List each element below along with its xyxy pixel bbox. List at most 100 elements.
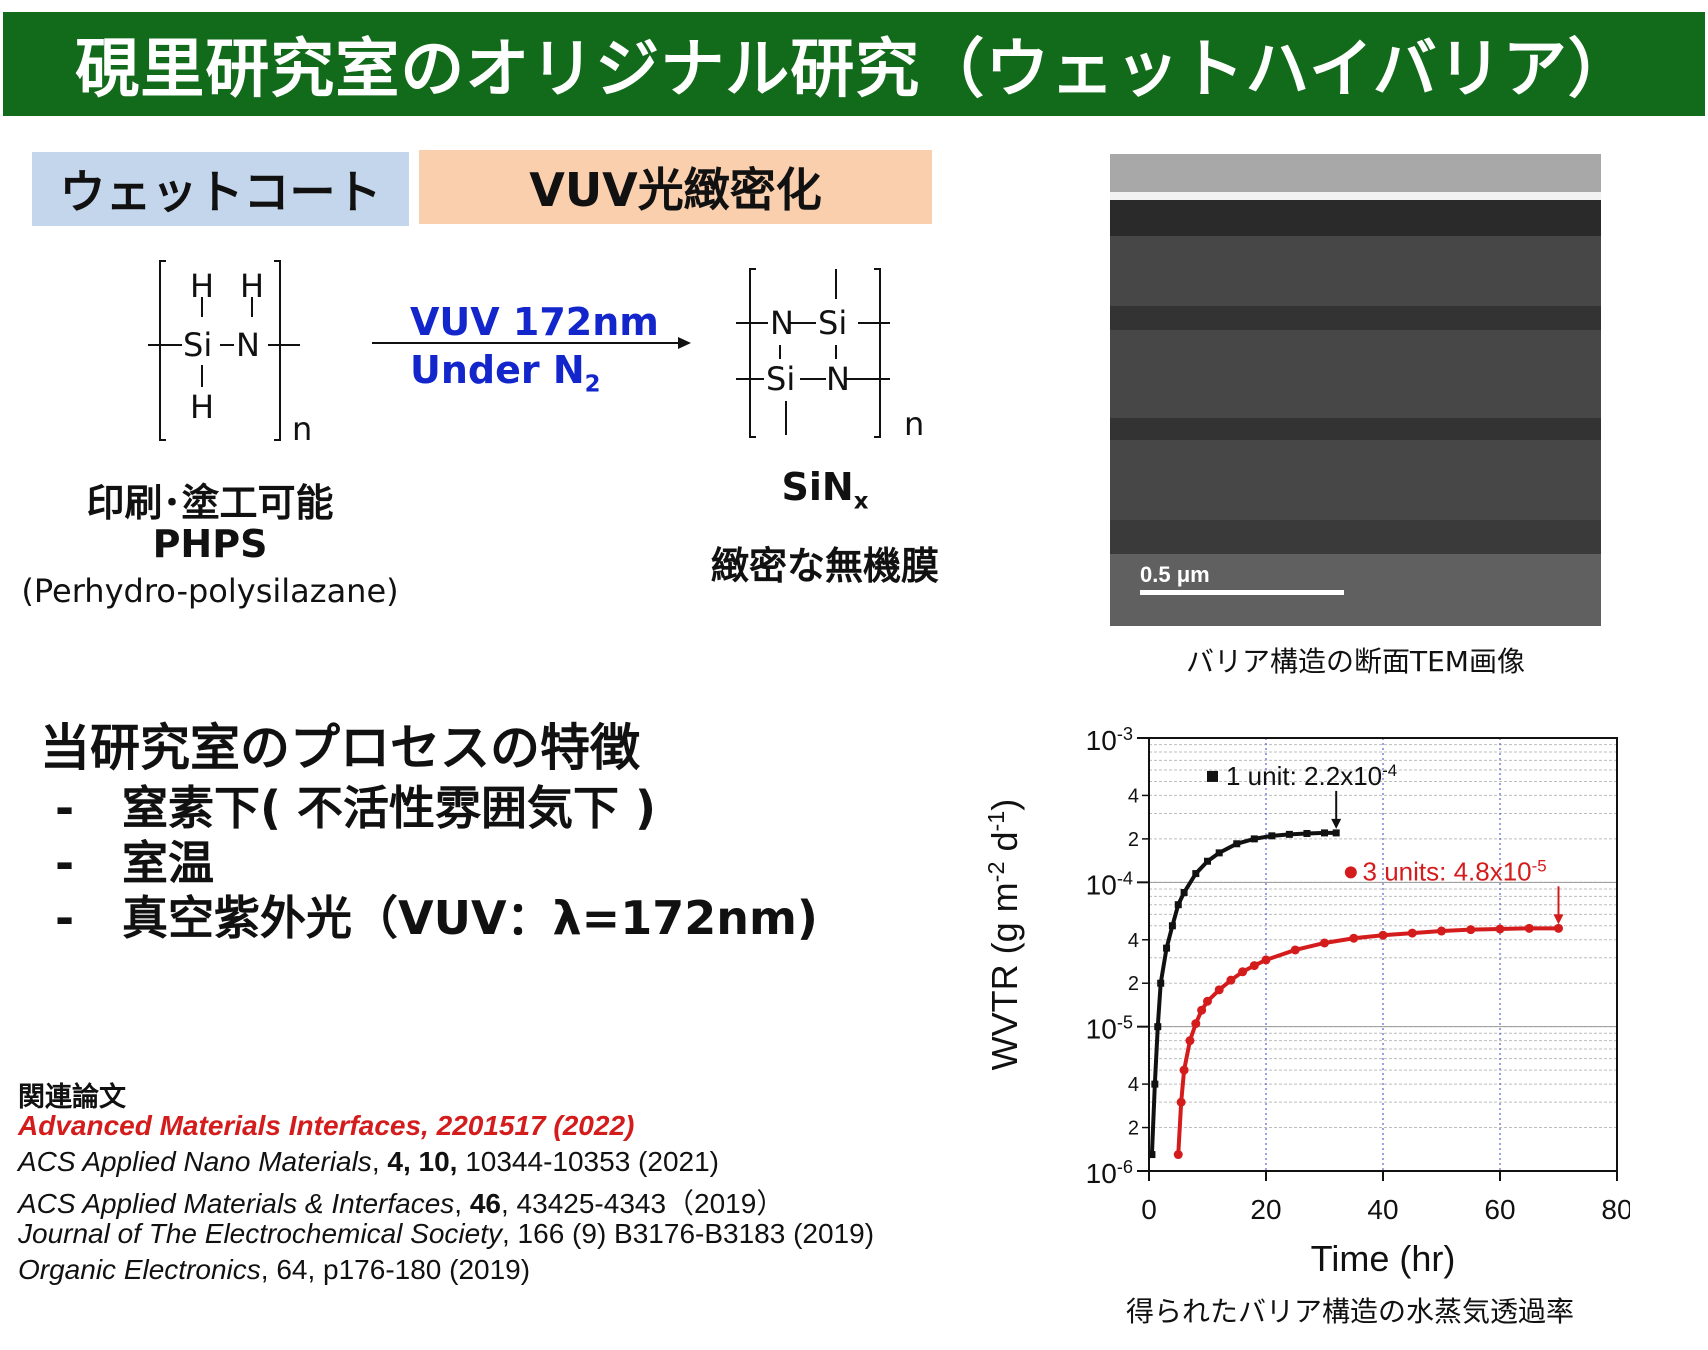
data-point	[1214, 985, 1224, 995]
feature-text: 窒素下( 不活性雰囲気下 )	[122, 781, 657, 835]
papers-heading: 関連論文	[18, 1082, 126, 1113]
paper-pages: , 64, p176-180 (2019)	[260, 1254, 531, 1285]
vuv-densification-step: VUV光緻密化	[419, 150, 932, 224]
reactant-atom-h2: H	[240, 267, 264, 305]
tem-caption: バリア構造の断面TEM画像	[1186, 645, 1525, 678]
data-point	[1179, 1065, 1189, 1075]
feature-item: - 窒素下( 不活性雰囲気下 )	[55, 772, 656, 838]
data-point	[1378, 930, 1388, 940]
title-banner: 硯里研究室のオリジナル研究（ウェットハイバリア）	[3, 12, 1705, 116]
data-point	[1437, 926, 1446, 936]
paper-pages: , 166 (9) B3176-B3183 (2019)	[502, 1218, 875, 1249]
y-decade-label: 10-6	[1086, 1157, 1133, 1189]
reactant-repeat-n: n	[292, 410, 312, 448]
reactant-atom-n: N	[236, 326, 260, 364]
condition-wavelength: VUV 172nm	[410, 300, 659, 344]
data-point	[1174, 901, 1182, 909]
reactant-atom-h1: H	[190, 267, 214, 305]
data-point	[1320, 938, 1329, 948]
phps-fullname: (Perhydro-polysilazane)	[21, 572, 399, 610]
y-decade-label: 10-4	[1086, 868, 1133, 900]
data-point	[1261, 955, 1271, 965]
y-minor-label: 2	[1128, 829, 1139, 851]
data-point	[1321, 829, 1328, 837]
wvtr-chart: 0 20 40 60 80 10-3 10-4 10-5 10-6 4 2 4 2 4 2 Time (hr)…	[985, 724, 1630, 1279]
data-point	[1185, 1036, 1195, 1046]
data-point	[1495, 924, 1505, 934]
paper-journal: ACS Applied Materials & Interfaces	[18, 1188, 455, 1219]
paper-pages: , 43425-4343（2019）	[501, 1188, 785, 1219]
series-annotation: 3 units: 4.8x10-5	[1363, 856, 1547, 887]
data-point	[1215, 849, 1223, 857]
reactant-atom-si: Si	[183, 326, 212, 364]
y-minor-label: 2	[1128, 1118, 1139, 1140]
annotation-arrowhead	[1331, 818, 1342, 829]
features-heading: 当研究室のプロセスの特徴	[40, 719, 640, 777]
y-decade-label: 10-3	[1086, 724, 1133, 756]
y-minor-label: 4	[1128, 930, 1139, 952]
wet-coat-label: ウェットコート	[59, 165, 382, 219]
product-atom-si-top: Si	[818, 304, 847, 342]
data-point	[1154, 1023, 1162, 1031]
x-tick-label: 0	[1141, 1194, 1157, 1225]
y-axis-title: WVTR (g m-2 d-1)	[985, 799, 1025, 1071]
data-point	[1192, 870, 1200, 878]
series-annotation: 1 unit: 2.2x10-4	[1226, 760, 1397, 791]
scale-bar	[1140, 590, 1344, 595]
product-atom-si-bottom: Si	[766, 360, 795, 398]
feature-item: - 真空紫外光（VUV：λ=172nm)	[55, 882, 818, 948]
data-point	[1163, 944, 1171, 952]
data-point	[1157, 979, 1165, 987]
feature-text: 室温	[122, 836, 214, 890]
paper-pages: 10344-10353 (2021)	[457, 1146, 719, 1177]
data-point	[1173, 1150, 1183, 1160]
chart-caption: 得られたバリア構造の水蒸気透過率	[1125, 1295, 1574, 1328]
data-point	[1285, 830, 1293, 838]
product-atom-n-top: N	[770, 304, 794, 342]
data-point	[1191, 1019, 1201, 1029]
x-tick-label: 40	[1367, 1194, 1398, 1225]
annotation-arrowhead	[1553, 914, 1564, 925]
reactant-left-bracket	[159, 260, 166, 441]
reaction-scheme: H H Si N H n N Si Si N n	[148, 260, 924, 448]
paper-journal: ACS Applied Nano Materials	[18, 1146, 372, 1177]
paper-journal: Journal of The Electrochemical Society	[18, 1218, 502, 1249]
wet-coat-step: ウェットコート	[32, 152, 409, 226]
condition-atmosphere-text: Under N	[410, 348, 585, 392]
page-title: 硯里研究室のオリジナル研究（ウェットハイバリア）	[75, 33, 1633, 107]
paper-volume: 4, 10,	[387, 1146, 458, 1177]
printable-label: 印刷･塗工可能	[86, 481, 334, 525]
data-point	[1238, 967, 1248, 977]
reactant-atom-h3: H	[190, 388, 214, 426]
data-point	[1168, 922, 1176, 930]
paper-entry: ACS Applied Nano Materials, 4, 10, 10344…	[18, 1146, 719, 1178]
data-point	[1466, 925, 1476, 935]
paper-volume: 46	[469, 1188, 501, 1219]
tem-image: 0.5 μm	[1110, 154, 1601, 626]
data-point	[1226, 975, 1236, 985]
paper-entry: Journal of The Electrochemical Society, …	[18, 1218, 874, 1250]
legend-marker	[1344, 866, 1357, 879]
condition-atmosphere-subscript: 2	[584, 371, 601, 398]
data-point	[1407, 928, 1417, 938]
x-tick-label: 60	[1484, 1194, 1515, 1225]
tem-layers: 0.5 μm	[1110, 154, 1601, 626]
product-right-bracket	[874, 268, 881, 438]
sinx-formula-subscript: x	[853, 488, 869, 515]
y-minor-label: 4	[1128, 1074, 1139, 1096]
paper-separator: ,	[371, 1146, 388, 1177]
product-atom-n-bottom: N	[826, 360, 850, 398]
y-minor-label: 4	[1128, 785, 1139, 807]
data-point	[1268, 832, 1276, 840]
data-point	[1249, 961, 1259, 971]
scale-bar-label: 0.5 μm	[1140, 562, 1210, 587]
phps-label: PHPS	[152, 522, 268, 566]
data-point	[1233, 840, 1241, 848]
feature-dash: -	[55, 781, 75, 835]
paper-entry: Organic Electronics, 64, p176-180 (2019)	[18, 1254, 530, 1286]
x-tick-label: 80	[1601, 1194, 1630, 1225]
data-point	[1148, 1151, 1156, 1159]
x-axis-title: Time (hr)	[1311, 1238, 1456, 1279]
data-point	[1151, 1080, 1159, 1088]
product-repeat-n: n	[904, 405, 924, 443]
